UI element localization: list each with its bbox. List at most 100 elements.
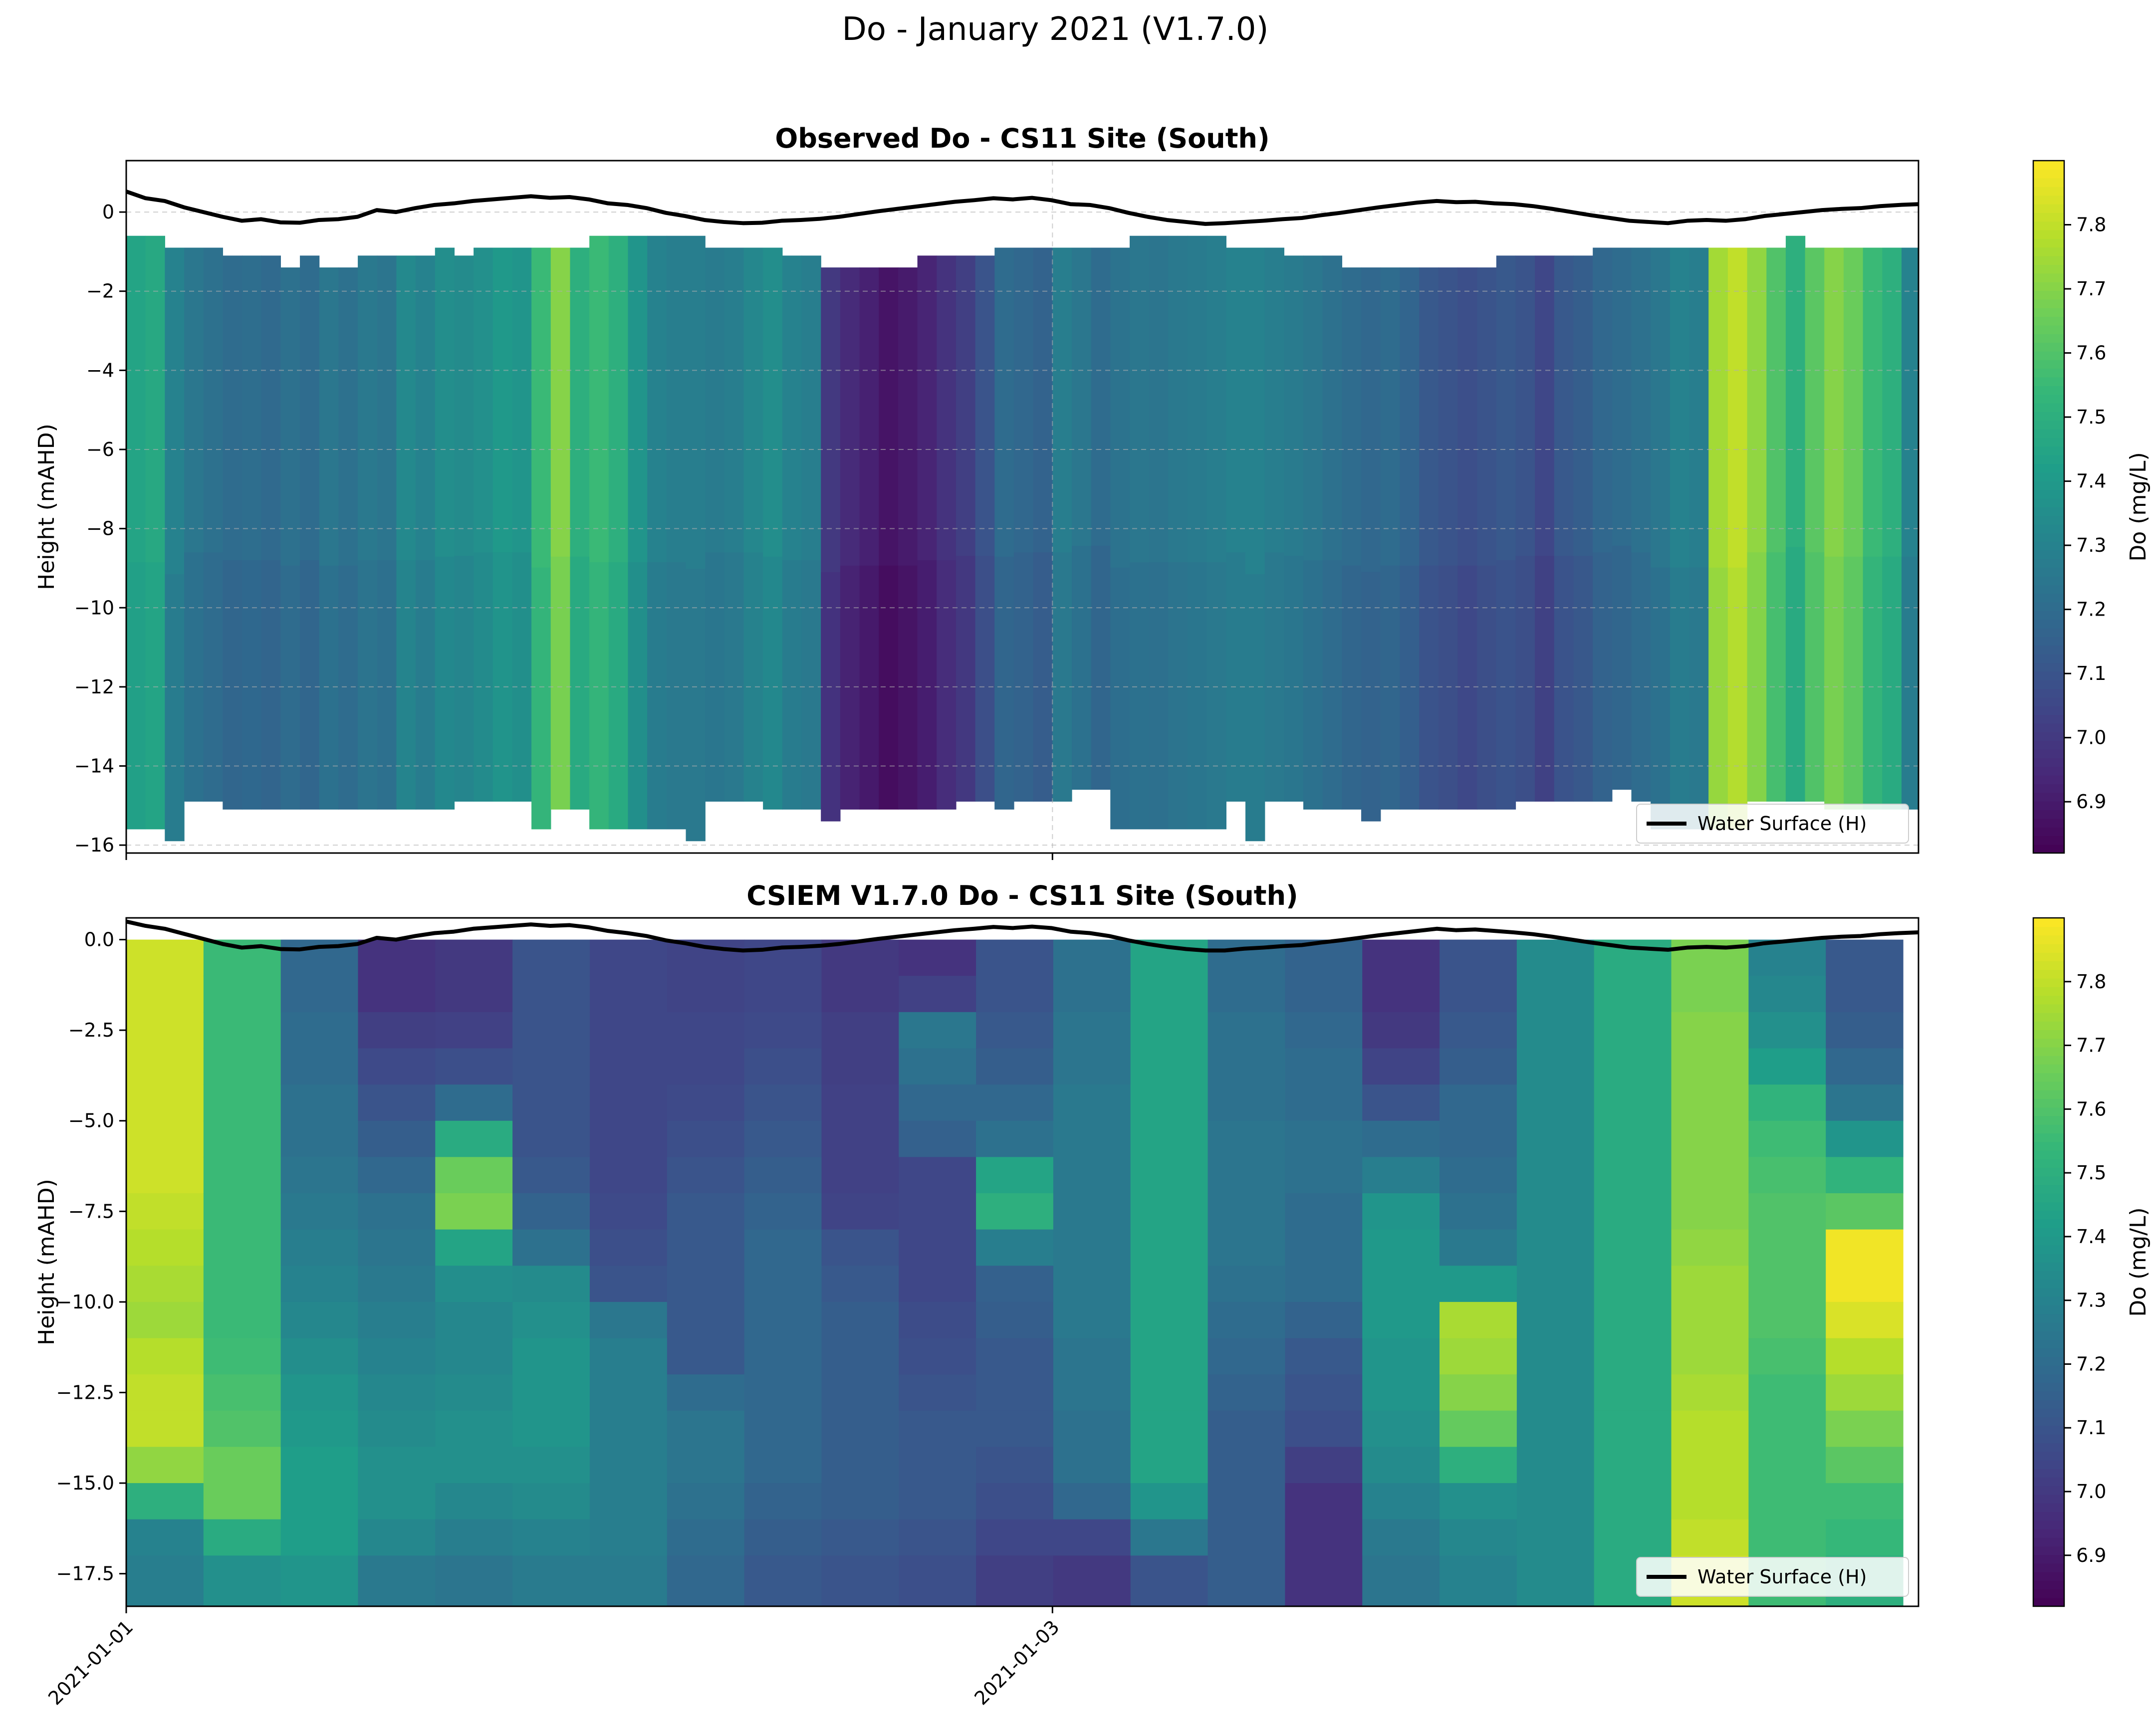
- heatmap-cell: [512, 1012, 590, 1049]
- colorbar-segment: [2033, 307, 2064, 317]
- heatmap-cell: [1671, 1301, 1749, 1339]
- colorbar-segment: [2033, 1382, 2064, 1392]
- heatmap-cell: [1053, 1229, 1131, 1266]
- heatmap-cell: [435, 1338, 513, 1375]
- heatmap-cell: [1863, 556, 1883, 810]
- heatmap-cell: [435, 556, 455, 810]
- colorbar-segment: [2033, 1503, 2064, 1513]
- heatmap-cell: [512, 1301, 590, 1339]
- heatmap-cell: [1594, 1229, 1672, 1266]
- heatmap-cell: [1285, 1338, 1363, 1375]
- heatmap-cell: [1091, 546, 1111, 790]
- heatmap-cell: [667, 1048, 745, 1085]
- y-tick-label: −14: [74, 755, 114, 777]
- heatmap-cell: [937, 560, 957, 810]
- heatmap-cell: [126, 1266, 204, 1302]
- colorbar-segment: [2033, 524, 2064, 533]
- heatmap-cell: [435, 1301, 513, 1339]
- heatmap-cell: [1322, 560, 1343, 810]
- heatmap-cell: [899, 1374, 976, 1411]
- heatmap-cell: [145, 562, 165, 830]
- colorbar-segment: [2033, 1400, 2064, 1409]
- colorbar-segment: [2033, 740, 2064, 750]
- heatmap-cell: [589, 1157, 668, 1194]
- heatmap-cell: [435, 1447, 513, 1484]
- heatmap-cell: [1264, 552, 1285, 802]
- colorbar-segment: [2033, 680, 2064, 689]
- heatmap-cell: [1362, 1374, 1440, 1411]
- colorbar-tick-label: 7.3: [2076, 534, 2106, 556]
- heatmap-cell: [126, 1483, 204, 1520]
- heatmap-cell: [1748, 1447, 1826, 1484]
- y-tick-label: −2.5: [68, 1019, 114, 1041]
- water-surface-line: [126, 919, 1919, 953]
- heatmap-cell: [1285, 1048, 1363, 1085]
- colorbar-segment: [2033, 987, 2064, 996]
- heatmap-cell: [976, 1084, 1054, 1121]
- heatmap-cell: [126, 1193, 204, 1230]
- heatmap-cell: [1130, 1193, 1208, 1230]
- heatmap-cell: [512, 1447, 590, 1484]
- heatmap-cell: [1053, 1374, 1131, 1411]
- heatmap-cell: [976, 1483, 1054, 1520]
- y-axis-label: Height (mAHD): [34, 1179, 59, 1345]
- colorbar-segment: [2033, 1589, 2064, 1598]
- heatmap-cell: [396, 560, 416, 810]
- heatmap-cell: [1130, 1338, 1208, 1375]
- heatmap-cell: [1805, 552, 1825, 802]
- colorbar-segment: [2033, 169, 2064, 179]
- heatmap-cell: [1207, 1229, 1286, 1266]
- heatmap-cell: [280, 565, 300, 810]
- colorbar-segment: [2033, 1219, 2064, 1228]
- heatmap-cell: [744, 1012, 822, 1049]
- heatmap-cell: [1748, 1229, 1826, 1266]
- colorbar-tick-label: 7.4: [2076, 1226, 2106, 1248]
- heatmap-cell: [666, 562, 687, 830]
- colorbar-segment: [2033, 1159, 2064, 1168]
- heatmap-cell: [628, 562, 648, 830]
- heatmap-cell: [821, 1338, 899, 1375]
- heatmap-cell: [1535, 556, 1555, 802]
- colorbar-segment: [2033, 472, 2064, 481]
- heatmap-cell: [126, 1157, 204, 1194]
- heatmap-cell: [744, 1084, 822, 1121]
- heatmap-cell: [1207, 1483, 1286, 1520]
- heatmap-cell: [589, 1301, 668, 1339]
- heatmap-cell: [435, 1410, 513, 1448]
- heatmap-cell: [203, 1266, 281, 1302]
- heatmap-cell: [1826, 1410, 1904, 1448]
- heatmap-cell: [1362, 1120, 1440, 1157]
- heatmap-cell: [358, 1483, 436, 1520]
- colorbar-segment: [2033, 412, 2064, 421]
- heatmap-cell: [1594, 1048, 1672, 1085]
- y-tick-label: −6: [86, 438, 114, 460]
- heatmap-cell: [280, 976, 359, 1013]
- heatmap-cell: [280, 1447, 359, 1484]
- heatmap-cell: [821, 572, 841, 822]
- colorbar-segment: [2033, 1365, 2064, 1375]
- heatmap-cell: [435, 1048, 513, 1085]
- heatmap-cell: [1671, 1266, 1749, 1302]
- colorbar-segment: [2033, 653, 2064, 663]
- colorbar-segment: [2033, 1443, 2064, 1452]
- colorbar-segment: [2033, 952, 2064, 962]
- heatmap-cell: [203, 1157, 281, 1194]
- heatmap-cell: [667, 1120, 745, 1157]
- heatmap-cell: [203, 939, 281, 976]
- heatmap-cell: [744, 1447, 822, 1484]
- colorbar-segment: [2033, 394, 2064, 404]
- heatmap-cell: [1516, 1410, 1595, 1448]
- heatmap-cell: [435, 1012, 513, 1049]
- heatmap-cell: [976, 1048, 1054, 1085]
- heatmap-cell: [1516, 1447, 1595, 1484]
- heatmap-cell: [899, 1157, 976, 1194]
- heatmap-cell: [242, 560, 262, 810]
- heatmap-cell: [126, 1338, 204, 1375]
- heatmap-cell: [1748, 1048, 1826, 1085]
- heatmap-cell: [1593, 552, 1613, 802]
- colorbar-segment: [2033, 1322, 2064, 1331]
- colorbar-segment: [2033, 784, 2064, 793]
- colorbar-tick-label: 7.0: [2076, 727, 2106, 749]
- heatmap-cell: [1207, 1048, 1286, 1085]
- colorbar-segment: [2033, 1030, 2064, 1039]
